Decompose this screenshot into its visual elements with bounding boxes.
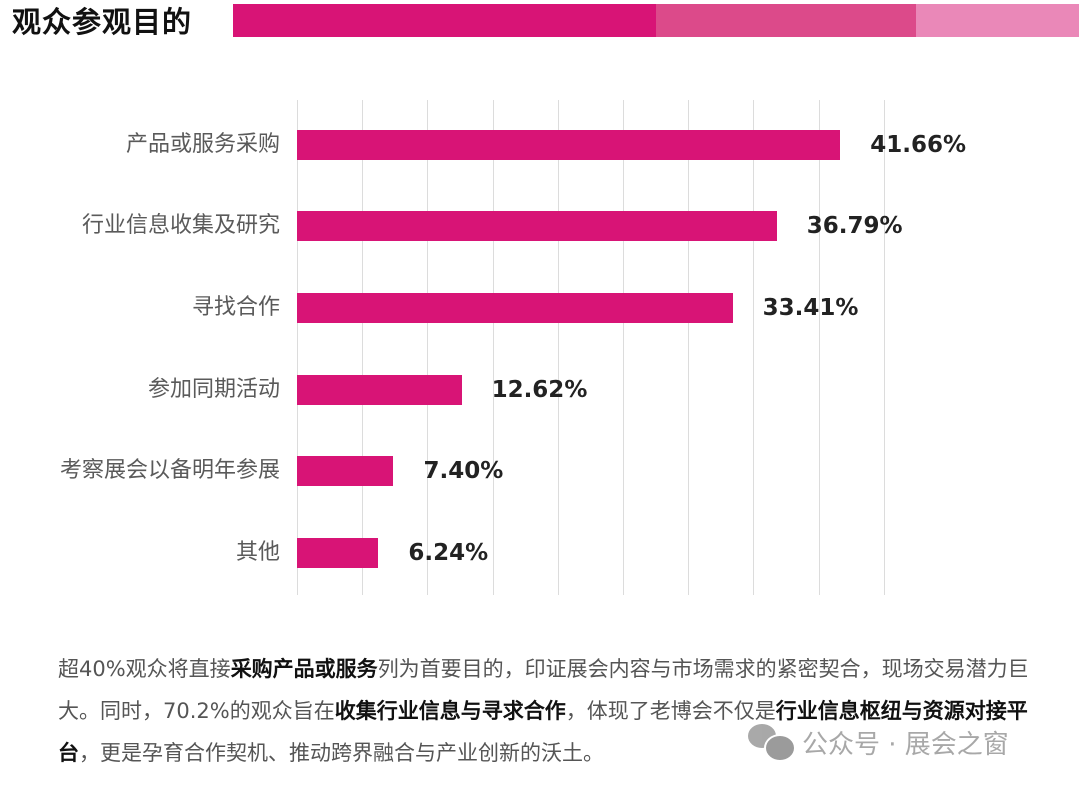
watermark-text: 公众号 · 展会之窗 — [802, 729, 1009, 760]
bar — [297, 456, 394, 486]
value-label: 36.79% — [806, 213, 903, 239]
bar — [297, 293, 733, 323]
bar — [297, 538, 379, 568]
page-title: 观众参观目的 — [12, 5, 193, 39]
category-label: 行业信息收集及研究 — [81, 213, 280, 238]
text-run: 列为首要目的，印证展会内容与市场需求的紧密契合，现场交易潜力巨大。同时，70.2… — [58, 657, 1029, 723]
header-bar-segment — [656, 4, 916, 37]
bar — [297, 375, 462, 405]
watermark: 公众号 · 展会之窗 — [748, 722, 1009, 762]
gridline — [623, 100, 624, 595]
category-label: 产品或服务采购 — [125, 132, 280, 157]
bar — [297, 130, 841, 160]
gridline — [427, 100, 429, 595]
wechat-icon — [748, 722, 796, 762]
gridline — [818, 100, 820, 595]
value-label: 7.40% — [423, 458, 504, 484]
value-label: 33.41% — [762, 295, 859, 321]
bold-highlight: 行业信息枢纽与资源对接平台 — [58, 699, 1028, 765]
category-label: 寻找合作 — [191, 295, 280, 320]
header-decorative-bar — [233, 4, 1079, 37]
bar-row: 其他 6.24% — [0, 538, 1080, 568]
text-run: 超40%观众将直接 — [58, 657, 231, 681]
text-run: ，更是孕育合作契机、推动跨界融合与产业创新的沃土。 — [79, 741, 604, 765]
header-bar-segment — [233, 4, 656, 37]
value-label: 12.62% — [491, 377, 588, 403]
gridline — [362, 100, 364, 595]
bold-highlight: 采购产品或服务 — [230, 657, 378, 681]
gridline — [688, 100, 690, 595]
gridline — [557, 100, 559, 595]
bar — [297, 211, 777, 241]
text-run: ，体现了老博会不仅是 — [565, 699, 776, 723]
bar-row: 参加同期活动 12.62% — [0, 375, 1080, 405]
gridline — [492, 100, 494, 595]
gridline — [883, 100, 885, 595]
value-label: 6.24% — [408, 540, 489, 566]
bar-row: 寻找合作 33.41% — [0, 293, 1080, 323]
bar-chart: 产品或服务采购 41.66% 行业信息收集及研究 36.79% 寻找合作 33.41% 参加… — [0, 90, 1080, 610]
summary-paragraph: 超40%观众将直接采购产品或服务列为首要目的，印证展会内容与市场需求的紧密契合，… — [58, 648, 1048, 774]
header-bar-segment — [916, 4, 1079, 37]
value-label: 41.66% — [870, 132, 967, 158]
bar-row: 行业信息收集及研究 36.79% — [0, 211, 1080, 241]
category-label: 其他 — [235, 540, 280, 565]
category-label: 考察展会以备明年参展 — [59, 458, 280, 483]
category-label: 参加同期活动 — [147, 377, 280, 402]
gridline — [297, 100, 298, 595]
bar-row: 产品或服务采购 41.66% — [0, 130, 1080, 160]
bar-row: 考察展会以备明年参展 7.40% — [0, 456, 1080, 486]
bold-highlight: 收集行业信息与寻求合作 — [334, 699, 566, 723]
gridline — [753, 100, 755, 595]
